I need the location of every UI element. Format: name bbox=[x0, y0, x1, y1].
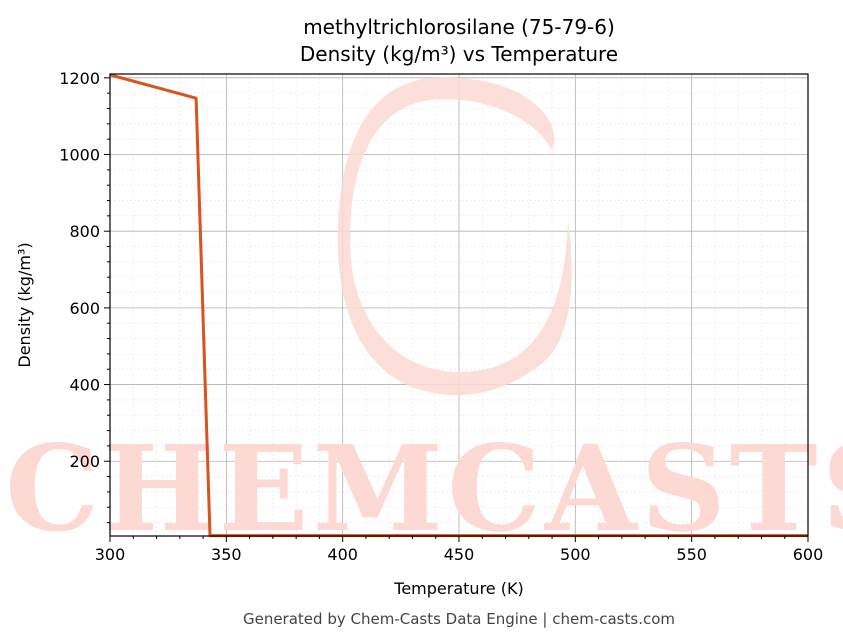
x-tick-label: 450 bbox=[444, 545, 475, 564]
x-tick-label: 600 bbox=[793, 545, 824, 564]
x-tick-label: 550 bbox=[676, 545, 707, 564]
y-axis: 200 400 600 800 1000 1200 bbox=[59, 69, 110, 524]
chart-title: methyltrichlorosilane (75-79-6) bbox=[303, 15, 615, 39]
y-tick-label: 800 bbox=[69, 222, 100, 241]
y-tick-label: 1000 bbox=[59, 146, 100, 165]
y-tick-label: 600 bbox=[69, 299, 100, 318]
y-tick-label: 400 bbox=[69, 376, 100, 395]
x-tick-label: 350 bbox=[211, 545, 242, 564]
x-tick-label: 300 bbox=[95, 545, 126, 564]
x-tick-label: 500 bbox=[560, 545, 591, 564]
y-tick-label: 200 bbox=[69, 452, 100, 471]
x-axis-label: Temperature (K) bbox=[393, 579, 523, 598]
watermark-text: CHEMCASTS bbox=[5, 419, 843, 558]
y-axis-label: Density (kg/m³) bbox=[15, 242, 34, 367]
x-axis: 300 350 400 450 500 550 600 bbox=[95, 536, 824, 564]
x-tick-label: 400 bbox=[327, 545, 358, 564]
chart-subtitle: Density (kg/m³) vs Temperature bbox=[300, 42, 618, 66]
footer-credit: Generated by Chem-Casts Data Engine | ch… bbox=[243, 610, 675, 628]
y-tick-label: 1200 bbox=[59, 69, 100, 88]
